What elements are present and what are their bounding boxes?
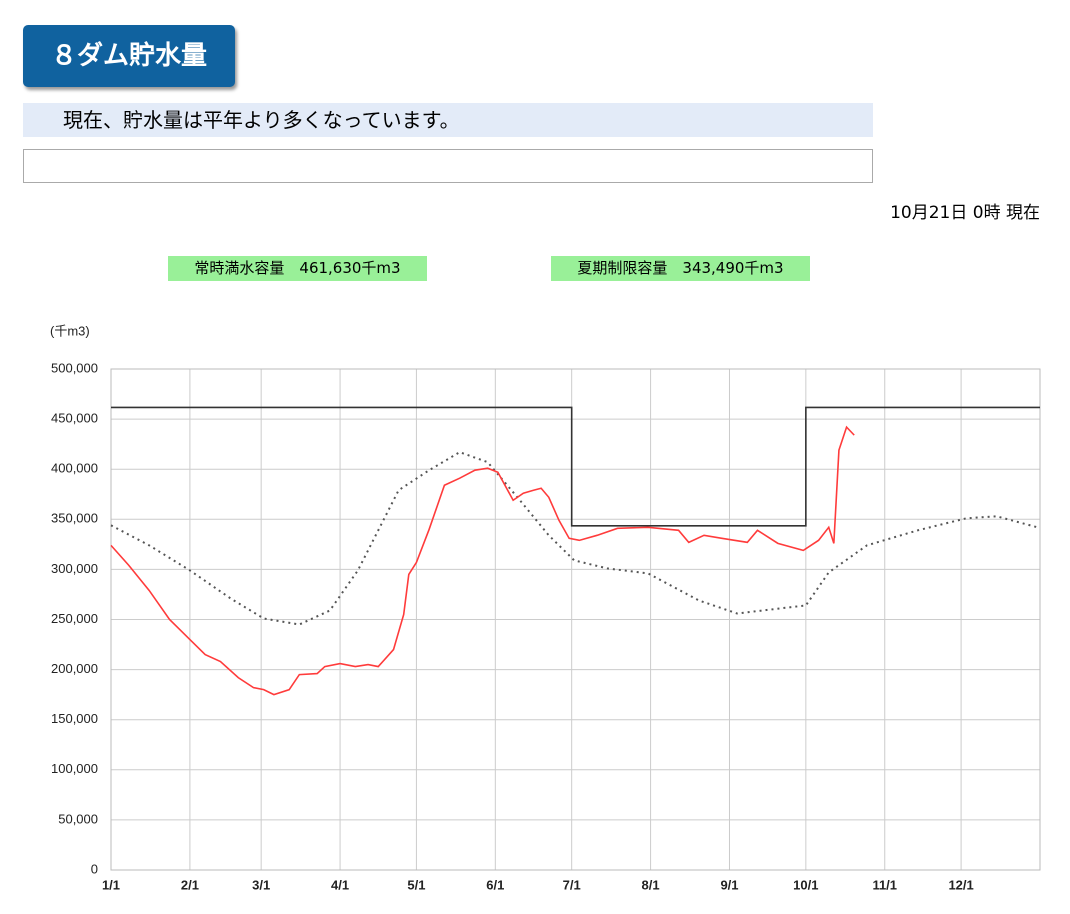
- y-tick-label: 450,000: [51, 411, 98, 426]
- y-tick-label: 150,000: [51, 711, 98, 726]
- x-tick-label: 1/1: [102, 877, 120, 892]
- y-tick-label: 250,000: [51, 611, 98, 626]
- x-tick-label: 4/1: [331, 877, 349, 892]
- x-tick-label: 5/1: [407, 877, 425, 892]
- y-tick-label: 0: [91, 861, 98, 876]
- x-tick-label: 11/1: [872, 877, 897, 892]
- y-tick-label: 100,000: [51, 761, 98, 776]
- title: ８ダム貯水量: [23, 25, 235, 87]
- x-tick-label: 3/1: [252, 877, 270, 892]
- x-tick-label: 2/1: [181, 877, 199, 892]
- empty-box: [23, 149, 873, 183]
- y-tick-label: 300,000: [51, 561, 98, 576]
- x-tick-label: 6/1: [486, 877, 504, 892]
- x-tick-label: 10/1: [793, 877, 818, 892]
- capacity-full: 常時満水容量 461,630千m3: [168, 256, 427, 281]
- x-tick-label: 7/1: [563, 877, 581, 892]
- x-tick-label: 8/1: [642, 877, 660, 892]
- y-tick-label: 350,000: [51, 511, 98, 526]
- y-tick-label: 200,000: [51, 661, 98, 676]
- capacity-summer: 夏期制限容量 343,490千m3: [551, 256, 810, 281]
- x-tick-label: 9/1: [720, 877, 738, 892]
- y-tick-label: 500,000: [51, 360, 98, 375]
- plot-border: [110, 368, 1041, 871]
- y-tick-label: 50,000: [58, 811, 98, 826]
- series-line: [110, 425, 855, 696]
- x-tick-label: 12/1: [948, 877, 973, 892]
- y-axis-label: (千m3): [50, 323, 90, 338]
- series-line: [110, 451, 1038, 626]
- y-tick-label: 400,000: [51, 461, 98, 476]
- status: 現在、貯水量は平年より多くなっています。: [23, 103, 873, 137]
- series-line: [111, 406, 1040, 527]
- timestamp: 10月21日 0時 現在: [890, 203, 1040, 223]
